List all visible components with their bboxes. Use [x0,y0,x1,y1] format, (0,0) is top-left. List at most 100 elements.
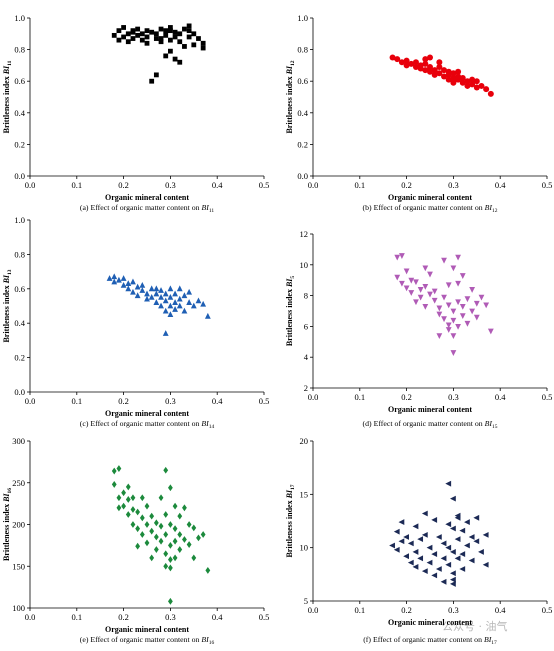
data-point [116,28,122,34]
data-point [454,555,461,562]
data-point [135,32,141,38]
y-tick-label: 0.6 [14,284,25,294]
data-point [441,316,447,323]
data-point [186,541,192,548]
data-point [473,538,480,545]
data-point [399,253,405,259]
x-tick-label: 0.0 [25,612,36,622]
data-point [403,553,409,560]
chart-panel-c: 0.0 0.1 0.2 0.3 0.4 0.5 0.0 0.2 0.4 0.6 0.8 1.0 Orga… [2,215,269,430]
data-point [168,521,173,528]
panel-caption: (f) Effect of organic matter content on … [363,635,497,646]
data-point [153,72,159,78]
data-point [121,25,126,30]
y-axis-label: Brittleness index BI13 [2,269,13,342]
y-tick-label: 0.8 [297,45,308,55]
data-point [153,31,159,37]
y-tick-label: 0.4 [14,318,25,328]
data-point [172,56,178,62]
data-point [200,40,206,46]
data-point [403,268,410,275]
data-point [168,556,173,563]
data-point [398,519,405,525]
x-axis-label: Organic mineral content [388,405,472,414]
y-axis-label: Brittleness index BI17 [285,484,296,557]
data-point [186,299,193,305]
data-point [483,86,490,93]
data-point [182,504,187,512]
y-tick-label: 0.8 [14,249,25,259]
data-point [191,554,197,562]
data-point [191,31,197,37]
data-point [200,300,207,307]
data-point [186,34,192,40]
data-point [196,534,201,542]
data-point [139,531,145,538]
chart-panel-e: 0.0 0.1 0.2 0.3 0.4 0.5 100 150 200 250 300 Organic… [2,436,269,646]
data-point [191,42,197,48]
data-point [469,76,476,83]
data-point [144,34,150,40]
data-point [464,542,470,549]
data-point [111,467,117,475]
chart-panel-d: 0.0 0.1 0.2 0.3 0.4 0.5 2 4 6 8 10 12 Organic minera… [285,229,552,430]
data-point [163,531,169,538]
data-point [139,31,145,37]
data-point [482,561,489,568]
data-point [459,75,466,82]
data-point [172,34,178,40]
data-point [445,76,452,83]
data-point [455,73,462,80]
data-point [445,327,452,333]
x-axis-label: Organic mineral content [105,409,189,418]
y-tick-label: 1.0 [14,215,25,225]
data-point [177,39,183,45]
data-point [454,536,461,543]
data-point [158,287,164,293]
data-point [163,28,169,34]
data-point [408,60,415,67]
data-point [417,62,424,69]
data-point [153,285,160,292]
watermark-text: 公众号 · 油气 [442,619,508,633]
data-point [135,26,141,32]
data-point [168,37,173,43]
data-point [431,572,438,579]
chart-panel-f: 0.0 0.1 0.2 0.3 0.4 0.5 5 10 15 20 Organic mineral… [285,436,552,646]
x-tick-label: 0.4 [212,180,223,190]
data-point [130,506,136,513]
data-point [148,285,155,292]
data-point [116,465,122,472]
data-point [134,292,141,299]
x-tick-label: 0.2 [401,180,412,190]
data-point [167,294,174,300]
data-point [422,303,429,310]
y-axis-label: Brittleness index BI16 [2,488,13,561]
data-point [144,290,150,297]
data-point [177,531,183,538]
data-point [172,290,178,297]
data-point [478,549,484,555]
x-tick-label: 0.3 [165,396,176,406]
data-point [450,576,456,583]
x-tick-label: 0.0 [308,392,319,402]
data-point [153,36,159,41]
x-tick-label: 0.2 [118,612,129,622]
data-point [149,78,155,84]
data-point [412,59,419,66]
x-tick-label: 0.2 [401,605,412,615]
data-point [135,508,141,516]
x-tick-label: 0.3 [165,612,176,622]
data-point [111,32,117,38]
data-point [149,512,155,520]
y-tick-label: 1.0 [297,13,308,23]
data-point [459,303,466,310]
y-tick-label: 0.2 [14,353,25,363]
data-point [408,277,415,284]
data-point [163,550,169,558]
data-point [158,26,164,32]
y-tick-label: 300 [12,436,25,446]
data-point [464,78,471,85]
data-point [125,280,132,287]
x-axis-label: Organic mineral content [388,618,472,627]
